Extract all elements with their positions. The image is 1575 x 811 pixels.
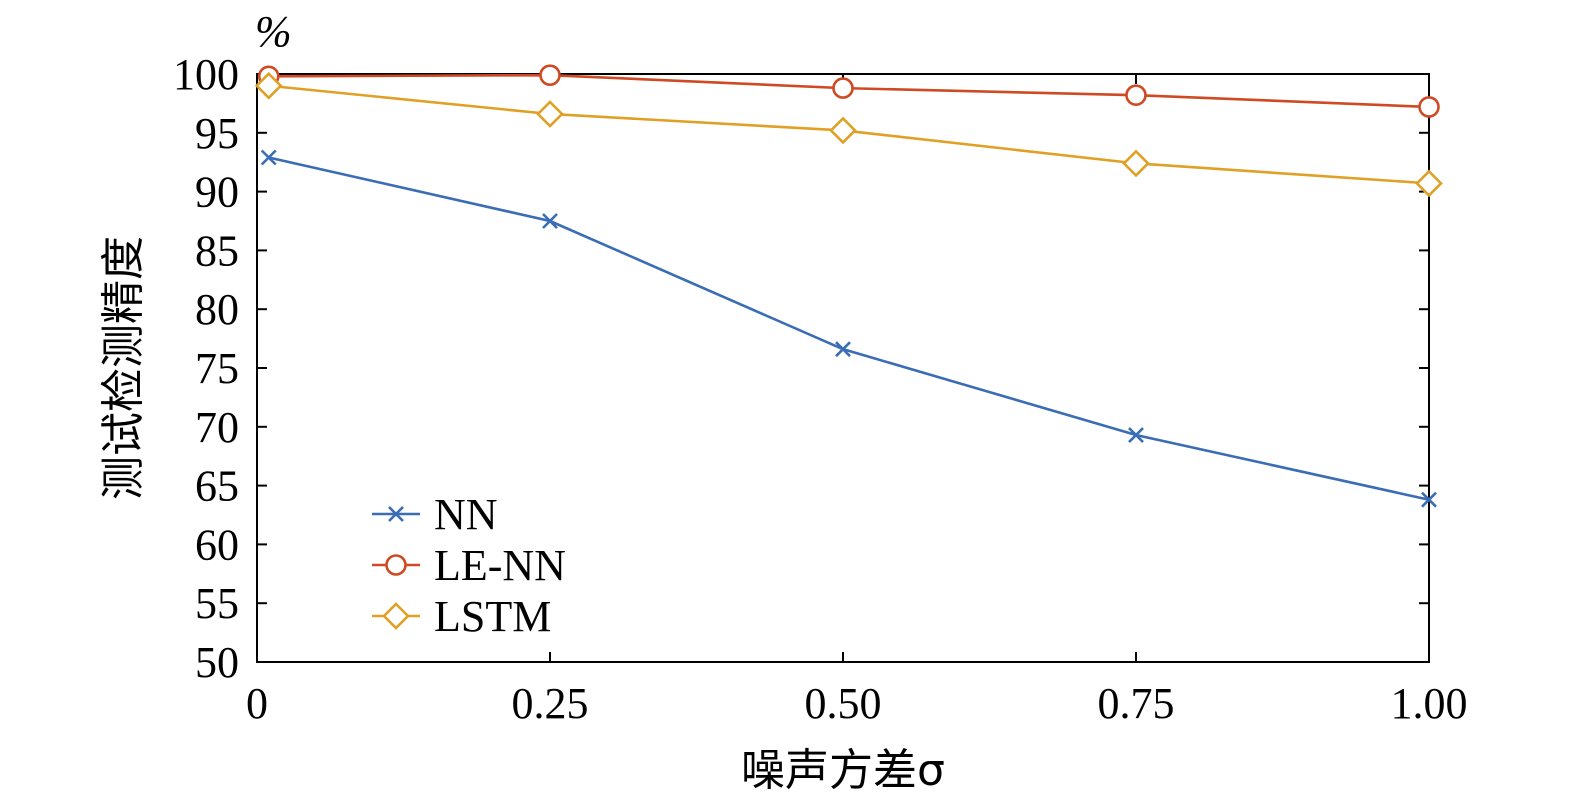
- series-lstm: [254, 71, 1443, 198]
- series-line: [268, 156, 1430, 501]
- x-tick-label: 0.50: [805, 679, 882, 728]
- y-tick-label: 95: [195, 109, 239, 158]
- data-point: [1418, 96, 1440, 118]
- legend-item-nn: NN: [372, 490, 498, 539]
- y-tick-label: 65: [195, 462, 239, 511]
- y-tick-labels: 50 55 60 65 70 75 80 85 90 95 100: [173, 50, 239, 687]
- legend-item-lstm: LSTM: [372, 592, 551, 641]
- y-tick-label: 100: [173, 50, 239, 99]
- data-point: [254, 71, 283, 100]
- plot-frame: [256, 73, 1430, 663]
- legend-label: LSTM: [434, 592, 551, 641]
- x-tick-label: 0: [246, 679, 268, 728]
- data-point: [539, 64, 561, 86]
- data-point: [829, 116, 857, 145]
- legend-marker: [382, 602, 410, 630]
- data-point: [832, 77, 854, 99]
- data-point: [1122, 149, 1150, 178]
- data-point: [1421, 491, 1437, 508]
- series-layer: [254, 64, 1443, 508]
- data-point: [1415, 169, 1443, 198]
- axis-ticks: [256, 73, 1430, 663]
- x-tick-labels: 0 0.25 0.50 0.75 1.00: [246, 679, 1468, 728]
- y-axis-title: 测试检测精度: [98, 236, 149, 500]
- x-tick-label: 0.75: [1098, 679, 1175, 728]
- legend-label: NN: [434, 490, 498, 539]
- y-tick-label: 70: [195, 403, 239, 452]
- data-point: [260, 149, 277, 166]
- data-point: [835, 341, 851, 358]
- y-tick-label: 85: [195, 226, 239, 275]
- y-tick-label: 80: [195, 285, 239, 334]
- data-point: [1125, 84, 1147, 106]
- legend-marker: [388, 506, 404, 522]
- data-point: [542, 213, 558, 229]
- y-tick-label: 75: [195, 344, 239, 393]
- y-tick-label: 60: [195, 520, 239, 569]
- y-tick-label: 55: [195, 579, 239, 628]
- data-point: [536, 100, 564, 128]
- legend-item-le-nn: LE-NN: [372, 541, 566, 590]
- x-tick-label: 1.00: [1391, 679, 1468, 728]
- y-tick-label: 90: [195, 168, 239, 217]
- data-point: [1128, 427, 1144, 443]
- series-nn: [260, 149, 1437, 508]
- x-tick-label: 0.25: [512, 679, 589, 728]
- x-axis-title: 噪声方差σ: [741, 745, 945, 796]
- legend-label: LE-NN: [434, 541, 566, 590]
- y-unit-label: %: [255, 7, 292, 56]
- y-tick-label: 50: [195, 638, 239, 687]
- legend-marker: [385, 554, 407, 576]
